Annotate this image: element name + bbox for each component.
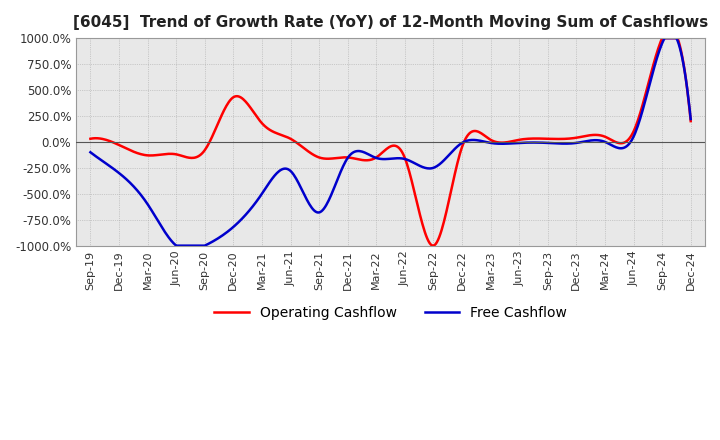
Title: [6045]  Trend of Growth Rate (YoY) of 12-Month Moving Sum of Cashflows: [6045] Trend of Growth Rate (YoY) of 12-… <box>73 15 708 30</box>
Operating Cashflow <box>429 243 438 248</box>
Free Cashflow <box>173 243 181 248</box>
Free Cashflow <box>686 117 695 122</box>
Line: Operating Cashflow: Operating Cashflow <box>91 38 690 246</box>
Operating Cashflow <box>444 198 453 203</box>
Line: Free Cashflow: Free Cashflow <box>91 38 690 246</box>
Operating Cashflow <box>86 136 95 141</box>
Free Cashflow <box>444 152 453 158</box>
Free Cashflow <box>412 161 420 167</box>
Legend: Operating Cashflow, Free Cashflow: Operating Cashflow, Free Cashflow <box>208 301 573 326</box>
Free Cashflow <box>580 139 588 144</box>
Operating Cashflow <box>411 193 420 198</box>
Free Cashflow <box>86 150 95 155</box>
Free Cashflow <box>376 156 384 161</box>
Free Cashflow <box>675 41 683 47</box>
Operating Cashflow <box>659 36 667 41</box>
Operating Cashflow <box>686 118 695 124</box>
Free Cashflow <box>661 36 670 41</box>
Operating Cashflow <box>580 134 588 139</box>
Free Cashflow <box>372 155 381 161</box>
Operating Cashflow <box>675 39 683 44</box>
Operating Cashflow <box>375 153 384 158</box>
Operating Cashflow <box>372 155 380 161</box>
